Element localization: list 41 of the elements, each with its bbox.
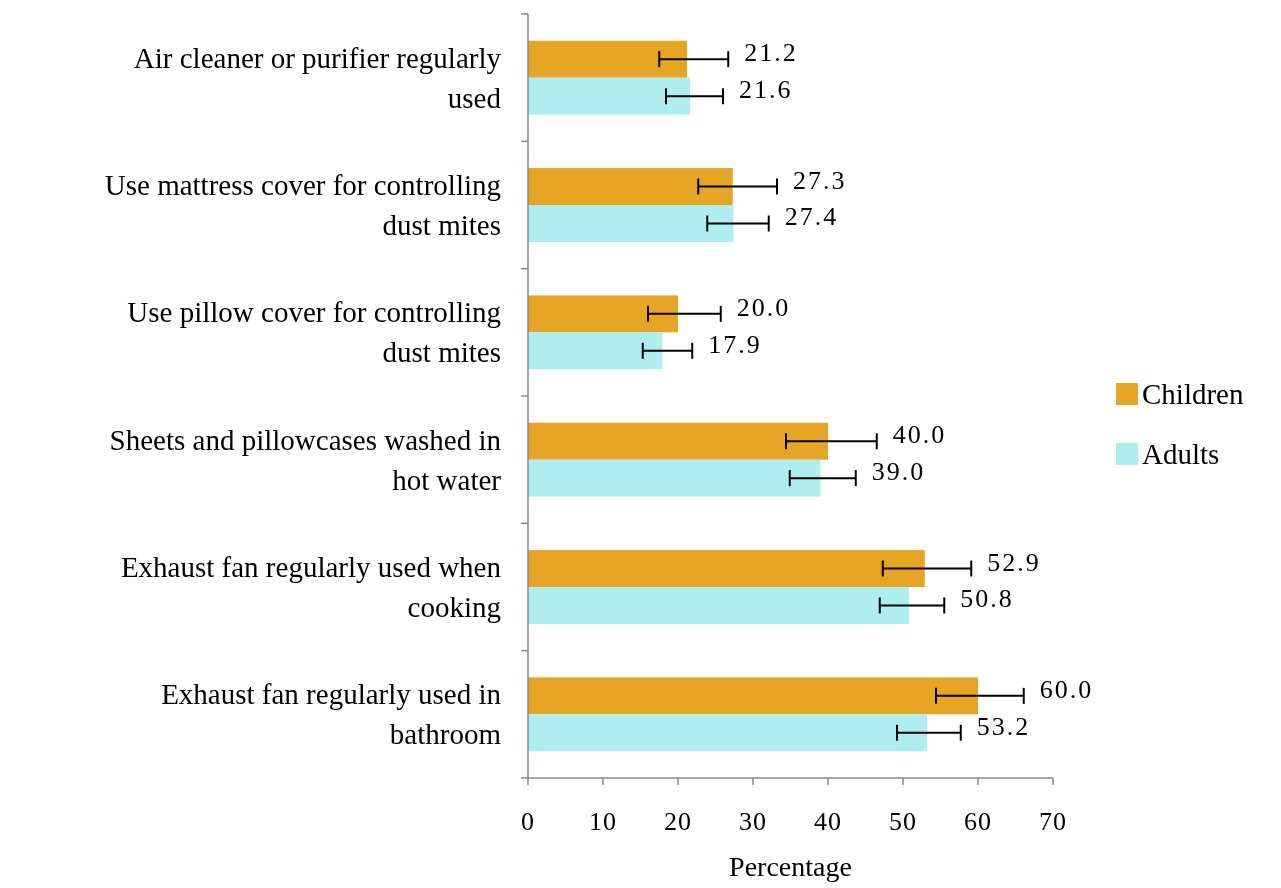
data-label: 20.0 <box>736 292 791 322</box>
legend-label: Children <box>1142 378 1244 410</box>
bar <box>528 168 733 205</box>
data-label: 53.2 <box>976 711 1031 741</box>
bar <box>528 714 927 752</box>
bar <box>528 332 663 370</box>
data-label: 50.8 <box>960 584 1014 614</box>
y-tick-label: Use pillow cover for controlling dust mites <box>127 296 501 369</box>
bar <box>528 550 925 587</box>
data-label: 60.0 <box>1039 674 1094 704</box>
x-tick-label: 20 <box>664 807 692 836</box>
data-label: 17.9 <box>708 329 762 359</box>
bar <box>528 205 734 242</box>
x-tick-label: 70 <box>1039 807 1067 836</box>
x-tick-label: 60 <box>964 807 992 836</box>
bar <box>528 295 678 333</box>
x-tick-label: 10 <box>589 807 617 836</box>
data-label: 21.2 <box>744 38 798 68</box>
legend-label: Adults <box>1142 438 1220 470</box>
x-tick-label: 30 <box>739 807 767 836</box>
data-label: 40.0 <box>892 420 947 450</box>
bar <box>528 77 690 115</box>
y-tick-label: Air cleaner or purifier regularly used <box>133 41 502 114</box>
y-tick-label: Sheets and pillowcases washed in hot water <box>109 423 502 496</box>
bar <box>528 40 687 78</box>
bar <box>528 677 978 715</box>
bar <box>528 587 909 624</box>
x-axis-title: Percentage <box>729 851 852 882</box>
data-label: 21.6 <box>739 75 793 105</box>
y-tick-label: Use mattress cover for controlling dust mites <box>104 169 501 241</box>
x-tick-label: 0 <box>521 807 535 836</box>
bar <box>528 459 821 497</box>
data-label: 52.9 <box>987 547 1041 577</box>
x-tick-label: 40 <box>814 807 842 836</box>
y-tick-label: Exhaust fan regularly used in bathroom <box>161 678 502 751</box>
data-label: 27.3 <box>793 165 847 195</box>
data-label: 27.4 <box>784 202 839 232</box>
bar <box>528 422 828 460</box>
data-label: 39.0 <box>871 457 926 487</box>
x-tick-label: 50 <box>889 807 917 836</box>
y-tick-label: Exhaust fan regularly used when cooking <box>120 551 502 623</box>
